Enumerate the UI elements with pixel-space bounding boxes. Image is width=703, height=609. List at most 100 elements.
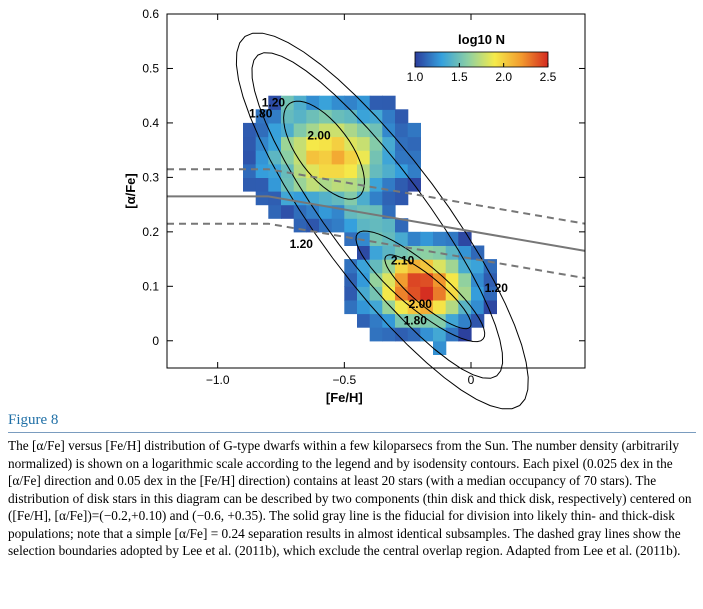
heatmap-cell (293, 136, 307, 151)
heatmap-cell (357, 286, 371, 301)
heatmap-cell (268, 150, 282, 165)
heatmap-cell (395, 136, 409, 151)
heatmap-cell (382, 299, 396, 315)
contour-label: 2.10 (391, 254, 415, 268)
x-axis-label: [Fe/H] (326, 390, 363, 405)
heatmap-cell (243, 136, 257, 151)
heatmap-cell (471, 259, 485, 274)
heatmap-cell (331, 109, 345, 124)
heatmap-cell (395, 231, 409, 246)
heatmap-cell (281, 95, 295, 110)
x-tick-label: −0.5 (332, 373, 356, 387)
y-tick-label: 0.6 (142, 7, 159, 21)
heatmap-cell (458, 286, 472, 301)
heatmap-cell (281, 204, 295, 219)
heatmap-cell (268, 136, 282, 151)
heatmap-cell (357, 245, 371, 260)
figure-caption: The [α/Fe] versus [Fe/H] distribution of… (8, 437, 698, 560)
y-tick-label: 0 (152, 334, 159, 348)
selection-boundary-lower (167, 222, 586, 280)
contour-label: 1.20 (485, 281, 509, 295)
heatmap-cell (382, 204, 396, 219)
heatmap-cell (268, 122, 282, 138)
heatmap-cell (458, 272, 472, 287)
heatmap-cell (369, 299, 383, 315)
heatmap-cell (331, 95, 345, 110)
heatmap-cell (306, 136, 320, 151)
heatmap-cell (458, 313, 472, 328)
heatmap-cell (255, 177, 269, 192)
heatmap-cell (369, 245, 383, 260)
heatmap-cell (420, 245, 434, 260)
heatmap-cell (357, 191, 371, 206)
heatmap-cell (331, 218, 345, 233)
heatmap-cell (357, 109, 371, 124)
heatmap-cell (395, 327, 409, 342)
heatmap-cell (458, 259, 472, 274)
title-divider (8, 432, 696, 433)
x-tick-label: 0 (468, 373, 475, 387)
heatmap-cell (319, 136, 333, 151)
heatmap-cell (306, 218, 320, 233)
heatmap-cell (407, 150, 421, 165)
heatmap-cell (255, 191, 269, 206)
selection-lines (167, 168, 586, 280)
heatmap-cell (357, 272, 371, 287)
heatmap-cell (344, 150, 358, 165)
heatmap-cell (281, 191, 295, 206)
heatmap-cell (344, 122, 358, 138)
heatmap-cell (369, 163, 383, 178)
heatmap-cell (433, 313, 447, 328)
selection-boundary-upper (167, 168, 586, 225)
colorbar-tick-label: 2.0 (495, 70, 512, 84)
caption-text: The [α/Fe] versus [Fe/H] distribution of… (8, 438, 692, 558)
heatmap-cell (395, 259, 409, 274)
heatmap-cell (357, 95, 371, 110)
heatmap-cell (407, 313, 421, 328)
heatmap-cell (420, 299, 434, 315)
heatmap-cell (395, 299, 409, 315)
heatmap-cell (420, 231, 434, 246)
heatmap-cell (281, 177, 295, 192)
heatmap-cells (243, 95, 497, 355)
colorbar-title: log10 N (458, 32, 505, 47)
heatmap-cell (281, 109, 295, 124)
heatmap-cell (357, 136, 371, 151)
plot-frame (166, 13, 586, 369)
heatmap-cell (357, 150, 371, 165)
heatmap-cell (395, 150, 409, 165)
heatmap-cell (395, 286, 409, 301)
heatmap-cell (369, 313, 383, 328)
heatmap-cell (471, 299, 485, 315)
heatmap-cell (471, 313, 485, 328)
heatmap-cell (281, 163, 295, 178)
heatmap-cell (471, 286, 485, 301)
heatmap-cell (369, 136, 383, 151)
contour-line (235, 32, 529, 410)
heatmap-cell (369, 327, 383, 342)
heatmap-cell (255, 122, 269, 138)
heatmap-cell (445, 299, 459, 315)
heatmap-cell (433, 299, 447, 315)
heatmap-cell (319, 109, 333, 124)
heatmap-cell (395, 218, 409, 233)
heatmap-cell (407, 286, 421, 301)
heatmap-cell (344, 177, 358, 192)
heatmap-cell (471, 272, 485, 287)
y-tick-label: 0.3 (142, 170, 159, 184)
heatmap-cell (306, 109, 320, 124)
y-tick-label: 0.1 (142, 279, 159, 293)
heatmap-cell (306, 150, 320, 165)
heatmap-cell (407, 327, 421, 342)
heatmap-cell (243, 122, 257, 138)
heatmap-cell (420, 272, 434, 287)
heatmap-cell (382, 272, 396, 287)
heatmap-cell (344, 163, 358, 178)
heatmap-cell (319, 163, 333, 178)
heatmap-cell (357, 299, 371, 315)
heatmap-cell (243, 177, 257, 192)
heatmap-cell (344, 299, 358, 315)
heatmap-cell (357, 122, 371, 138)
heatmap-cell (319, 122, 333, 138)
heatmap-cell (433, 259, 447, 274)
